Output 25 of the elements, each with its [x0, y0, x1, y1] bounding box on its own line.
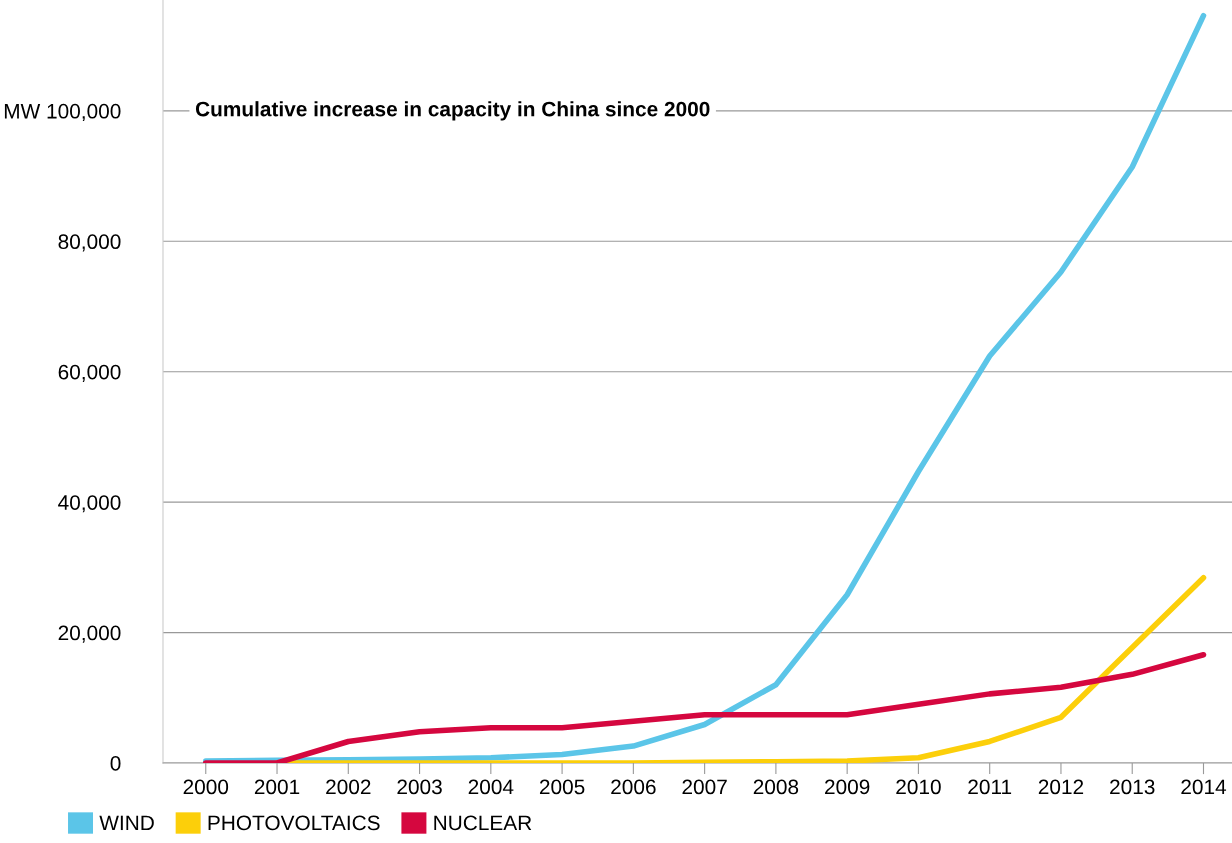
x-tick-label: 2004 — [468, 779, 514, 795]
text: Cumulative increase in capacity in China since 2000 — [195, 101, 710, 121]
x-tick-label: 2007 — [682, 779, 727, 795]
y-tick-label: 80,000 — [58, 234, 121, 252]
x-tick-label: 2013 — [1110, 779, 1155, 795]
y-tick-label: MW 100,000 — [4, 103, 121, 122]
legend-label: WIND — [99, 815, 154, 831]
x-tick-label: 2011 — [968, 779, 1012, 795]
x-tick-label: 2000 — [183, 779, 229, 795]
y-tick-label: 60,000 — [58, 364, 121, 382]
legend-label: NUCLEAR — [434, 815, 532, 831]
x-tick-label: 2009 — [825, 779, 870, 795]
x-tick-label: 2002 — [326, 779, 371, 795]
x-tick-label: 2012 — [1038, 779, 1084, 795]
y-tick-label: 20,000 — [58, 625, 121, 643]
x-tick-label: 2005 — [539, 779, 585, 795]
x-tick-label: 2008 — [753, 779, 799, 795]
x-tick-label: 2014 — [1181, 779, 1227, 795]
x-tick-label: 2010 — [896, 779, 941, 795]
x-tick-label: 2001 — [254, 779, 300, 795]
y-tick-label: 40,000 — [58, 495, 121, 513]
y-tick-label: 0 — [110, 756, 121, 771]
x-tick-label: 2006 — [611, 779, 656, 795]
x-tick-label: 2003 — [397, 779, 442, 795]
legend-label: PHOTOVOLTAICS — [208, 815, 380, 831]
